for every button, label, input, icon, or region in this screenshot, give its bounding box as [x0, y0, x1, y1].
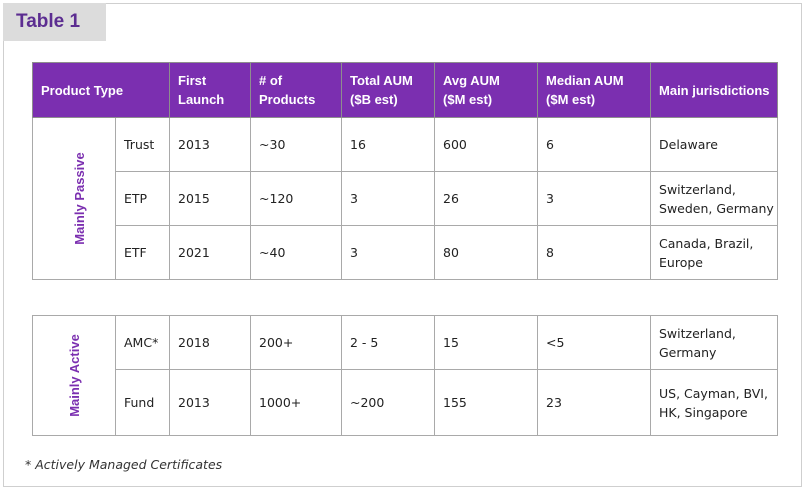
- table-row: Mainly Passive Trust 2013 ~30 16 600 6 D…: [32, 117, 779, 280]
- group-label-passive: Mainly Passive: [32, 117, 116, 280]
- cell-launch: 2021: [169, 225, 252, 280]
- cell-launch: 2013: [169, 117, 252, 172]
- footnote: * Actively Managed Certificates: [25, 457, 223, 472]
- cell-avg-aum: 15: [434, 315, 538, 370]
- cell-avg-aum: 26: [434, 171, 539, 226]
- cell-jurisdictions: US, Cayman, BVI, HK, Singapore: [650, 369, 778, 436]
- cell-median-aum: 3: [537, 171, 652, 226]
- table-row: ETF 2021 ~40 3 80 8 Canada, Brazil, Euro…: [33, 225, 779, 280]
- header-num-products: # of Products: [250, 62, 343, 118]
- cell-products: ~120: [250, 171, 343, 226]
- cell-type: ETP: [114, 171, 171, 226]
- group-label-active: Mainly Active: [32, 315, 116, 436]
- header-avg-aum: Avg AUM ($M est): [434, 62, 539, 118]
- cell-avg-aum: 155: [434, 369, 538, 436]
- cell-total-aum: 2 - 5: [341, 315, 435, 370]
- cell-median-aum: 6: [537, 117, 652, 172]
- table-title: Table 1: [16, 11, 81, 32]
- table-row: Mainly Active AMC* 2018 200+ 2 - 5 15 <5…: [32, 315, 778, 436]
- cell-products: 1000+: [250, 369, 342, 436]
- header-jurisdictions: Main jurisdictions: [650, 62, 779, 118]
- cell-products: 200+: [250, 315, 342, 370]
- cell-total-aum: ~200: [341, 369, 435, 436]
- cell-jurisdictions: Switzerland, Sweden, Germany: [650, 171, 779, 226]
- cell-products: ~30: [250, 117, 343, 172]
- cell-launch: 2015: [169, 171, 252, 226]
- header-median-aum: Median AUM ($M est): [537, 62, 652, 118]
- passive-table: Product Type First Launch # of Products …: [31, 62, 779, 280]
- header-first-launch: First Launch: [169, 62, 252, 118]
- cell-avg-aum: 80: [434, 225, 539, 280]
- cell-jurisdictions: Canada, Brazil, Europe: [650, 225, 779, 280]
- cell-launch: 2018: [169, 315, 251, 370]
- cell-total-aum: 3: [341, 225, 436, 280]
- header-product-type: Product Type: [31, 62, 171, 118]
- cell-avg-aum: 600: [434, 117, 539, 172]
- cell-type: Trust: [114, 117, 171, 172]
- cell-launch: 2013: [169, 369, 251, 436]
- cell-jurisdictions: Switzerland, Germany: [650, 315, 778, 370]
- title-tab: Table 1: [3, 3, 106, 41]
- header-row: Product Type First Launch # of Products …: [31, 62, 779, 118]
- cell-total-aum: 3: [341, 171, 436, 226]
- cell-median-aum: <5: [537, 315, 651, 370]
- cell-products: ~40: [250, 225, 343, 280]
- cell-total-aum: 16: [341, 117, 436, 172]
- header-total-aum: Total AUM ($B est): [341, 62, 436, 118]
- cell-type: AMC*: [115, 315, 170, 370]
- cell-median-aum: 8: [537, 225, 652, 280]
- cell-type: Fund: [115, 369, 170, 436]
- table-row: Fund 2013 1000+ ~200 155 23 US, Cayman, …: [33, 369, 778, 436]
- active-table: Mainly Active AMC* 2018 200+ 2 - 5 15 <5…: [32, 315, 778, 436]
- cell-jurisdictions: Delaware: [650, 117, 779, 172]
- table-row: ETP 2015 ~120 3 26 3 Switzerland, Sweden…: [33, 171, 779, 226]
- cell-type: ETF: [114, 225, 171, 280]
- table-frame: [3, 3, 802, 487]
- cell-median-aum: 23: [537, 369, 651, 436]
